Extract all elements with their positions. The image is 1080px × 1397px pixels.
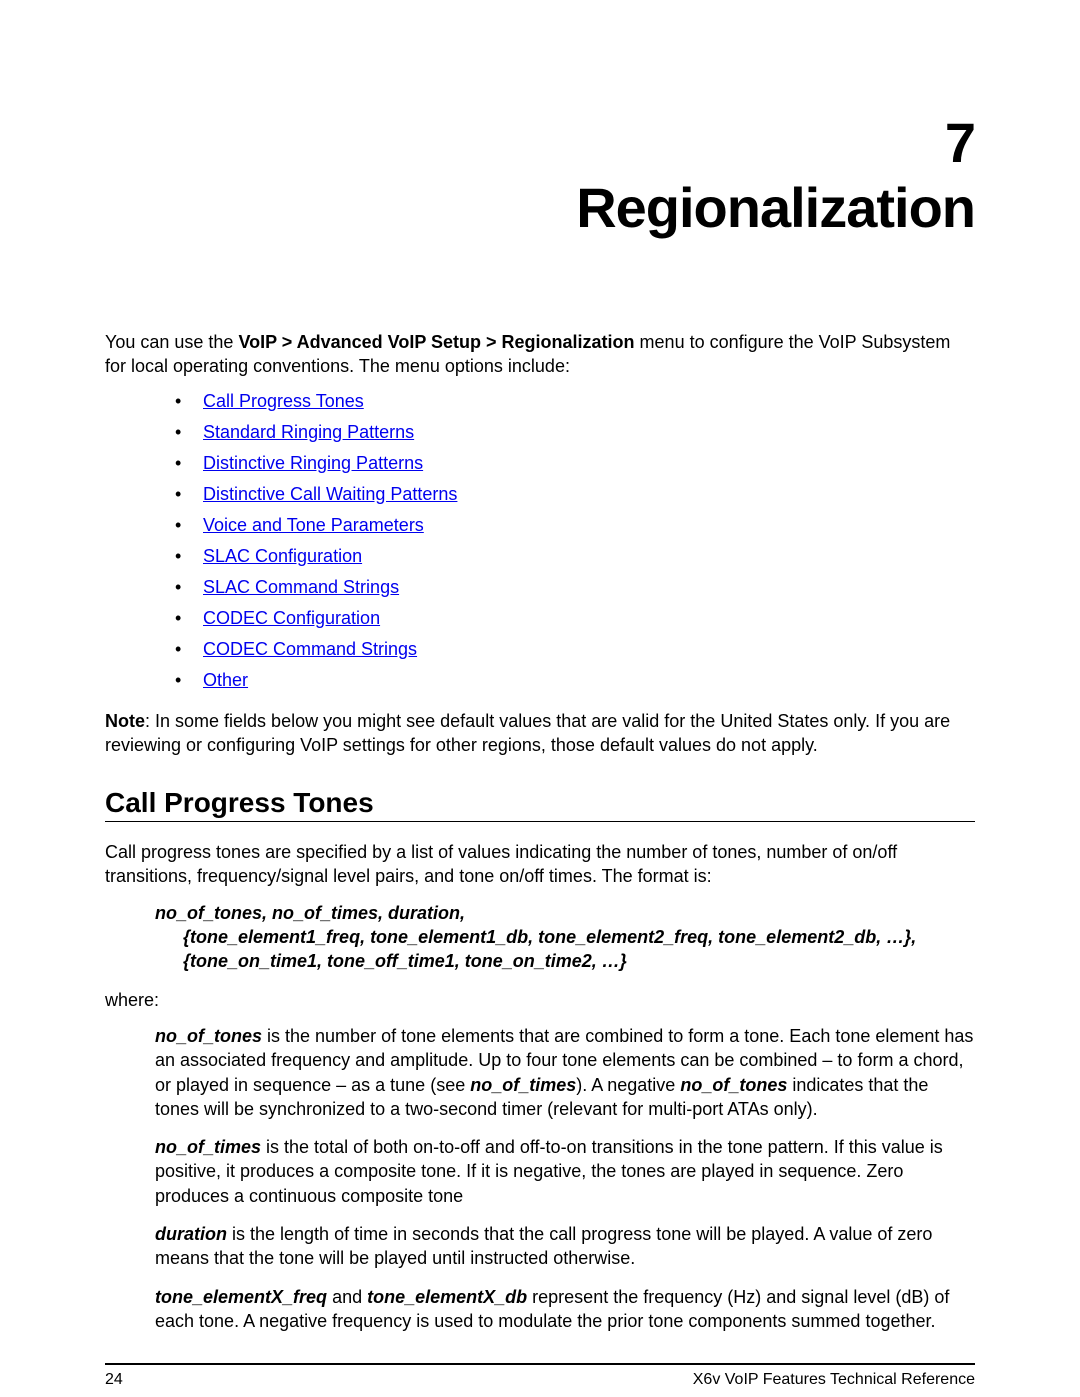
list-item: SLAC Command Strings (175, 577, 975, 598)
footer: 24 X6v VoIP Features Technical Reference (105, 1371, 975, 1389)
term: no_of_tones (680, 1075, 787, 1095)
chapter-number: 7 (105, 110, 975, 175)
format-line-3: {tone_on_time1, tone_off_time1, tone_on_… (155, 949, 975, 973)
section-intro: Call progress tones are specified by a l… (105, 840, 975, 889)
intro-menu-path: VoIP > Advanced VoIP Setup > Regionaliza… (238, 332, 634, 352)
intro-pre: You can use the (105, 332, 238, 352)
definition-tone-element: tone_elementX_freq and tone_elementX_db … (105, 1285, 975, 1334)
footer-rule (105, 1363, 975, 1365)
link-standard-ringing-patterns[interactable]: Standard Ringing Patterns (203, 422, 414, 442)
link-call-progress-tones[interactable]: Call Progress Tones (203, 391, 364, 411)
term: no_of_tones (155, 1026, 262, 1046)
section-rule (105, 821, 975, 822)
def-body: is the length of time in seconds that th… (155, 1224, 932, 1268)
term: no_of_times (470, 1075, 576, 1095)
format-block: no_of_tones, no_of_times, duration, {ton… (105, 901, 975, 974)
link-codec-configuration[interactable]: CODEC Configuration (203, 608, 380, 628)
link-slac-command-strings[interactable]: SLAC Command Strings (203, 577, 399, 597)
list-item: SLAC Configuration (175, 546, 975, 567)
term: duration (155, 1224, 227, 1244)
link-distinctive-ringing-patterns[interactable]: Distinctive Ringing Patterns (203, 453, 423, 473)
list-item: Voice and Tone Parameters (175, 515, 975, 536)
list-item: CODEC Configuration (175, 608, 975, 629)
format-line-2: {tone_element1_freq, tone_element1_db, t… (155, 925, 975, 949)
link-slac-configuration[interactable]: SLAC Configuration (203, 546, 362, 566)
def-mid: and (327, 1287, 367, 1307)
intro-paragraph: You can use the VoIP > Advanced VoIP Set… (105, 330, 975, 379)
list-item: Call Progress Tones (175, 391, 975, 412)
list-item: Distinctive Ringing Patterns (175, 453, 975, 474)
format-line-1: no_of_tones, no_of_times, duration, (155, 901, 975, 925)
list-item: Distinctive Call Waiting Patterns (175, 484, 975, 505)
term: no_of_times (155, 1137, 261, 1157)
menu-options-list: Call Progress Tones Standard Ringing Pat… (105, 391, 975, 691)
section-title: Call Progress Tones (105, 787, 975, 819)
link-codec-command-strings[interactable]: CODEC Command Strings (203, 639, 417, 659)
definition-no-of-tones: no_of_tones is the number of tone elemen… (105, 1024, 975, 1121)
link-other[interactable]: Other (203, 670, 248, 690)
link-voice-and-tone-parameters[interactable]: Voice and Tone Parameters (203, 515, 424, 535)
note-text: : In some fields below you might see def… (105, 711, 950, 755)
note-paragraph: Note: In some fields below you might see… (105, 709, 975, 758)
page-number: 24 (105, 1371, 123, 1389)
note-label: Note (105, 711, 145, 731)
list-item: Standard Ringing Patterns (175, 422, 975, 443)
definition-duration: duration is the length of time in second… (105, 1222, 975, 1271)
where-label: where: (105, 988, 975, 1012)
def-body: is the total of both on-to-off and off-t… (155, 1137, 943, 1206)
def-body: ). A negative (576, 1075, 680, 1095)
term: tone_elementX_db (367, 1287, 527, 1307)
term: tone_elementX_freq (155, 1287, 327, 1307)
footer-title: X6v VoIP Features Technical Reference (693, 1371, 975, 1389)
chapter-title: Regionalization (105, 175, 975, 240)
list-item: CODEC Command Strings (175, 639, 975, 660)
definition-no-of-times: no_of_times is the total of both on-to-o… (105, 1135, 975, 1208)
list-item: Other (175, 670, 975, 691)
link-distinctive-call-waiting-patterns[interactable]: Distinctive Call Waiting Patterns (203, 484, 457, 504)
